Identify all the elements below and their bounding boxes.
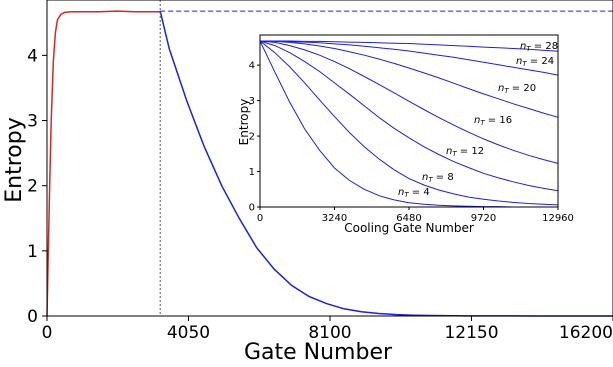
inset-curve-label: nT = 16 [474, 115, 512, 127]
inset-x-tick-label: 12960 [542, 213, 574, 224]
inset-series-line-5 [259, 40, 559, 118]
main-x-ticks: 0 4050 8100 12150 16200 [42, 316, 613, 343]
main-x-tick-label: 0 [42, 323, 53, 343]
inset-series-layer [259, 40, 559, 208]
inset-y-tick-label: 4 [249, 61, 255, 72]
main-x-tick-label: 4050 [167, 323, 210, 343]
main-x-axis-label: Gate Number [244, 340, 393, 365]
main-x-tick-label: 8100 [308, 323, 351, 343]
inset-x-tick-label: 9720 [471, 213, 496, 224]
inset-series-line-3 [259, 40, 559, 192]
inset-curve-label: nT = 28 [520, 41, 558, 53]
main-y-tick-label: 2 [27, 177, 38, 197]
inset-chart: nT = 4 nT = 8 nT = 12 nT = 16 nT = 20 nT = 24… [237, 34, 574, 235]
main-y-ticks: 0 1 2 3 4 [27, 46, 47, 327]
main-x-tick-label: 12150 [444, 323, 498, 343]
main-y-tick-label: 1 [27, 242, 38, 262]
inset-y-tick-label: 2 [249, 132, 255, 143]
inset-y-ticks: 0 1 2 3 4 [249, 61, 260, 214]
main-y-tick-label: 4 [27, 46, 38, 66]
inset-curve-label: nT = 24 [516, 56, 554, 68]
inset-series-line-4 [259, 40, 559, 164]
main-y-axis-label: Entropy [2, 117, 27, 202]
inset-x-tick-label: 3240 [322, 213, 347, 224]
inset-curve-label: nT = 12 [446, 146, 484, 158]
inset-y-tick-label: 0 [249, 203, 255, 214]
inset-series-line-6 [259, 40, 559, 76]
inset-x-ticks: 0 3240 6480 9720 12960 [257, 207, 574, 224]
inset-series-line-2 [259, 40, 559, 206]
main-x-tick-label: 16200 [559, 323, 613, 343]
inset-y-tick-label: 3 [249, 96, 255, 107]
inset-curve-labels: nT = 4 nT = 8 nT = 12 nT = 16 nT = 20 nT = 24… [398, 41, 558, 199]
inset-x-tick-label: 0 [257, 213, 263, 224]
inset-background [260, 35, 558, 207]
inset-x-tick-label: 6480 [396, 213, 421, 224]
main-series-line-1 [46, 10, 161, 317]
inset-curve-label: nT = 8 [422, 172, 454, 184]
inset-series-line-7 [260, 40, 559, 52]
inset-curve-label: nT = 20 [498, 83, 536, 95]
main-y-tick-label: 0 [27, 307, 38, 327]
main-y-tick-label: 3 [27, 112, 38, 132]
inset-y-axis-label: Entropy [237, 99, 251, 146]
inset-curve-label: nT = 4 [398, 187, 430, 199]
inset-y-tick-label: 1 [249, 167, 255, 178]
inset-x-axis-label: Cooling Gate Number [344, 221, 474, 235]
